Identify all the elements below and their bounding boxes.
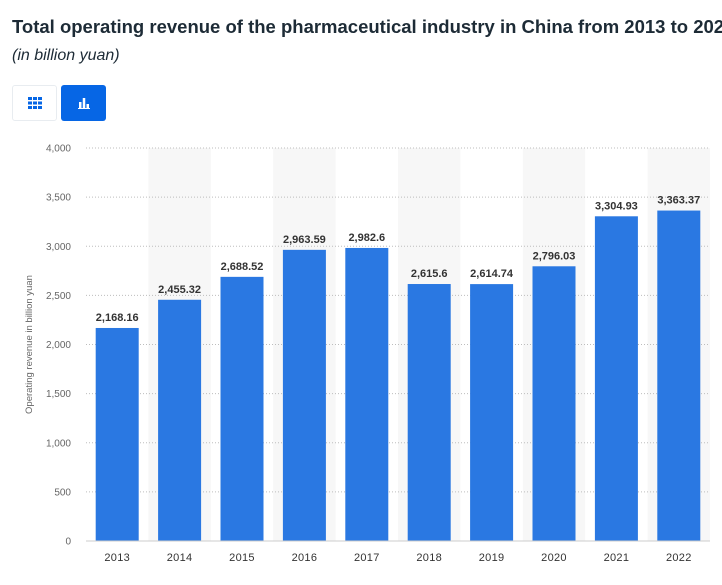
bar-chart-icon (77, 98, 90, 109)
chart-view-button[interactable] (61, 85, 106, 121)
bar (158, 299, 202, 541)
bar (95, 327, 139, 541)
x-tick-label: 2021 (604, 552, 630, 564)
bar (220, 276, 264, 541)
grid-table-icon (27, 97, 42, 109)
data-label: 2,982.6 (348, 232, 385, 244)
data-label: 2,615.6 (411, 268, 448, 280)
y-tick-label: 2,500 (46, 291, 71, 302)
x-tick-label: 2016 (292, 552, 318, 564)
x-tick-label: 2022 (666, 552, 692, 564)
x-tick-label: 2015 (229, 552, 255, 564)
y-tick-label: 3,500 (46, 193, 71, 204)
data-labels: 2,168.16 2,455.32 2,688.52 2,963.59 2,982.6 2… (96, 195, 700, 324)
y-tick-label: 2,000 (46, 340, 71, 351)
chart-subtitle: (in billion yuan) (12, 47, 120, 64)
bar (345, 247, 389, 542)
data-label: 3,304.93 (595, 200, 638, 212)
data-label: 2,455.32 (158, 284, 201, 296)
y-axis-ticks: 0 500 1,000 1,500 2,000 2,500 3,000 3,500 4,000 (46, 144, 71, 548)
y-tick-label: 1,000 (46, 438, 71, 449)
y-tick-label: 3,000 (46, 242, 71, 253)
y-tick-label: 0 (65, 537, 71, 548)
data-label: 2,963.59 (283, 234, 326, 246)
x-tick-label: 2018 (416, 552, 442, 564)
x-tick-label: 2013 (104, 552, 130, 564)
x-axis-ticks: 2013 2014 2015 2016 2017 2018 2019 2020 2021 2022 (104, 552, 691, 564)
x-tick-label: 2017 (354, 552, 380, 564)
data-label: 2,796.03 (533, 250, 576, 262)
x-tick-label: 2020 (541, 552, 567, 564)
bar (282, 249, 326, 542)
bar (470, 284, 514, 541)
bar (594, 216, 638, 541)
data-label: 2,168.16 (96, 312, 139, 324)
bar (657, 210, 701, 542)
bar (407, 284, 451, 541)
data-label: 2,688.52 (221, 261, 264, 273)
chart-title: Total operating revenue of the pharmaceu… (12, 16, 722, 37)
y-axis-label: Operating revenue in billion yuan (24, 275, 35, 414)
x-tick-label: 2019 (479, 552, 505, 564)
bars (95, 210, 701, 542)
bar (532, 266, 576, 541)
y-tick-label: 500 (54, 487, 71, 498)
y-tick-label: 4,000 (46, 144, 71, 155)
x-tick-label: 2014 (167, 552, 193, 564)
y-tick-label: 1,500 (46, 389, 71, 400)
data-label: 3,363.37 (657, 195, 700, 207)
table-view-button[interactable] (12, 85, 57, 121)
data-label: 2,614.74 (470, 268, 514, 280)
